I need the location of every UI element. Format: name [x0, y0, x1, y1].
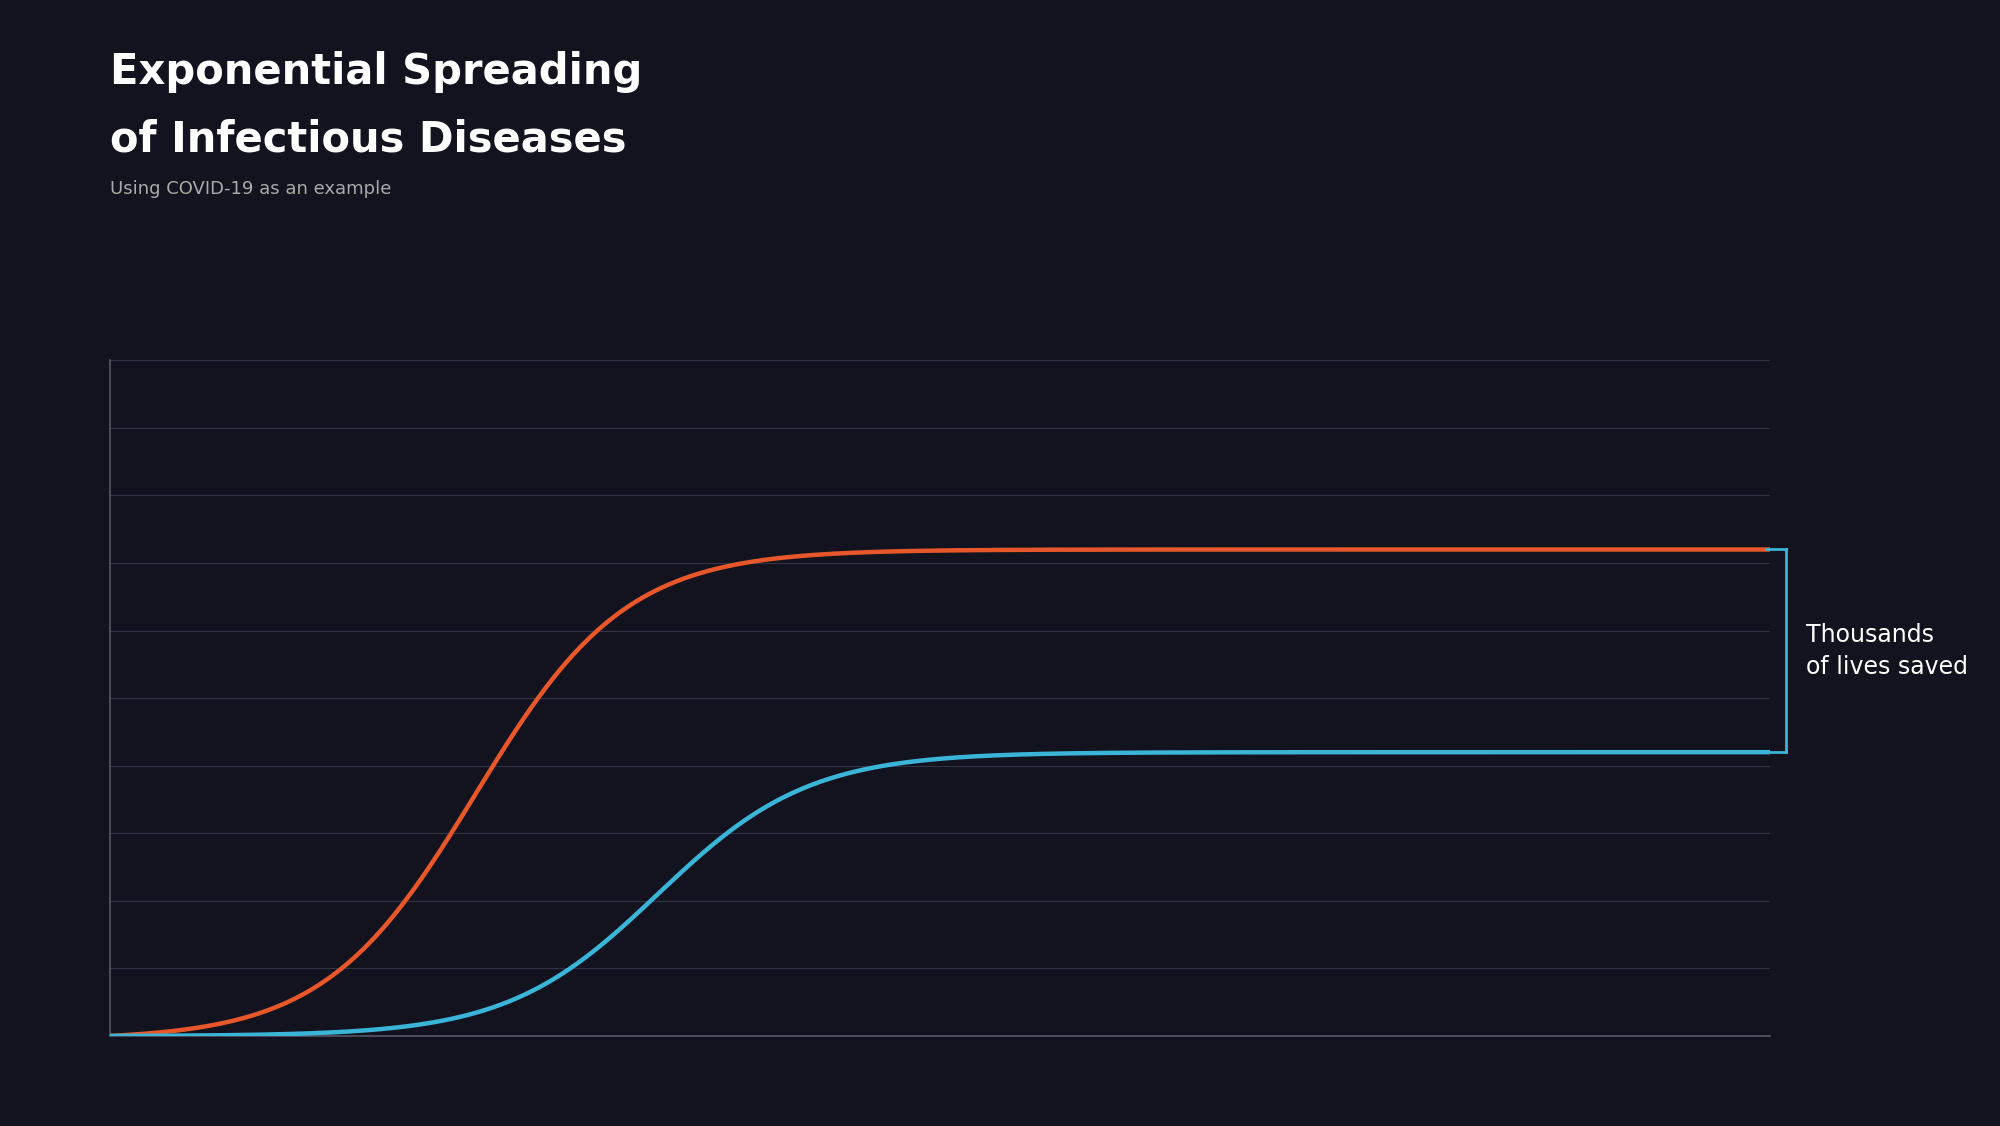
Text: Using COVID-19 as an example: Using COVID-19 as an example [110, 180, 392, 198]
Text: Exponential Spreading: Exponential Spreading [110, 51, 642, 92]
Text: Thousands
of lives saved: Thousands of lives saved [1806, 623, 1968, 679]
Text: of Infectious Diseases: of Infectious Diseases [110, 118, 626, 160]
